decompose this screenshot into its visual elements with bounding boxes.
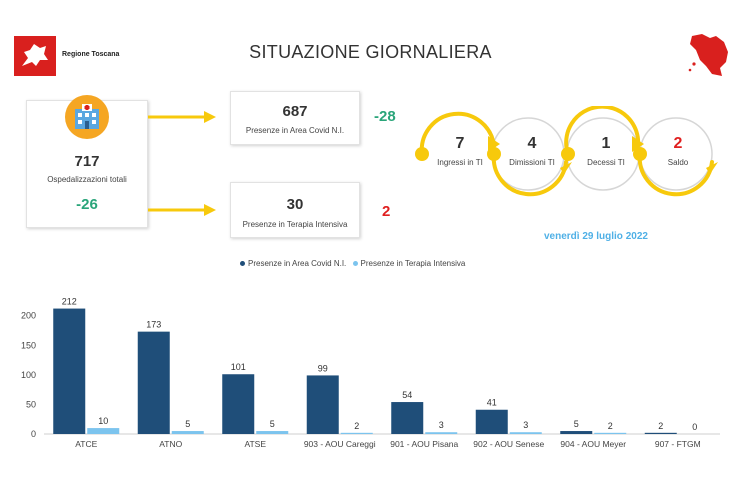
arrow-head-icon xyxy=(488,136,500,152)
bar-covid-area xyxy=(53,308,86,434)
saldo-arc xyxy=(637,152,714,197)
chart-legend: Presenze in Area Covid N.I. Presenze in … xyxy=(240,259,465,268)
intensive-care-card: 30 Presenze in Terapia Intensiva xyxy=(230,182,360,238)
ingressi-value: 7 xyxy=(455,135,465,152)
total-delta: -26 xyxy=(76,196,98,213)
bar-data-label: 10 xyxy=(98,416,108,426)
regione-toscana-logo xyxy=(14,36,56,76)
intensive-label: Presenze in Terapia Intensiva xyxy=(242,220,348,229)
tuscany-map-icon xyxy=(688,34,728,76)
arrow-head-icon xyxy=(632,136,644,152)
legend-label-intensive: Presenze in Terapia Intensiva xyxy=(360,259,466,268)
flow-node xyxy=(633,147,647,161)
decessi-ring xyxy=(566,117,640,191)
x-tick-label: ATCE xyxy=(75,439,97,449)
ingressi-arc xyxy=(419,111,496,156)
bar-intensive xyxy=(256,431,289,434)
arrow-head-icon xyxy=(706,162,718,174)
bar-data-label: 2 xyxy=(608,421,613,431)
bar-data-label: 54 xyxy=(402,390,412,400)
covid-area-card: 687 Presenze in Area Covid N.I. xyxy=(230,91,360,145)
legend-dot-intensive xyxy=(352,260,358,266)
x-tick-label: ATNO xyxy=(159,439,182,449)
dimissioni-value: 4 xyxy=(527,135,537,152)
x-tick-label: 902 - AOU Senese xyxy=(473,439,544,449)
intensive-delta: 2 xyxy=(382,203,391,220)
total-hospitalizations-card: 717 Ospedalizzazioni totali -26 xyxy=(26,95,148,228)
covid-area-delta: -28 xyxy=(374,108,396,125)
legend-label-covid: Presenze in Area Covid N.I. xyxy=(248,259,347,268)
saldo-label: Saldo xyxy=(667,158,689,167)
x-tick-label: 901 - AOU Pisana xyxy=(390,439,458,449)
saldo-value: 2 xyxy=(673,135,683,152)
saldo-ring xyxy=(639,117,713,191)
bar-covid-area xyxy=(560,431,593,434)
arrow-head-icon xyxy=(204,204,216,216)
bar-chart: 05010015020021210ATCE1735ATNO1015ATSE992… xyxy=(21,297,720,449)
bar-covid-area xyxy=(306,375,339,434)
bar-data-label: 212 xyxy=(62,297,77,307)
covid-area-value: 687 xyxy=(282,103,308,120)
y-tick-label: 100 xyxy=(21,370,36,380)
bar-data-label: 173 xyxy=(146,320,161,330)
bar-intensive xyxy=(87,428,120,434)
bar-intensive xyxy=(425,432,458,434)
hospital-icon xyxy=(65,95,109,139)
total-value: 717 xyxy=(74,153,100,170)
report-date: venerdì 29 luglio 2022 xyxy=(544,231,648,242)
arrows xyxy=(148,111,216,216)
x-tick-label: 903 - AOU Careggi xyxy=(304,439,376,449)
total-label: Ospedalizzazioni totali xyxy=(47,175,127,184)
covid-area-label: Presenze in Area Covid N.I. xyxy=(245,126,345,135)
bar-data-label: 2 xyxy=(658,421,663,431)
dimissioni-arc xyxy=(491,152,568,197)
bar-data-label: 0 xyxy=(692,422,697,432)
bar-covid-area xyxy=(222,374,255,434)
flow-node xyxy=(561,147,575,161)
bar-data-label: 5 xyxy=(270,419,275,429)
bar-covid-area xyxy=(391,402,424,434)
legend-dot-covid xyxy=(240,260,245,266)
bar-data-label: 5 xyxy=(574,419,579,429)
decessi-arc xyxy=(564,106,641,156)
bar-data-label: 41 xyxy=(487,398,497,408)
arrow-head-icon xyxy=(560,162,572,174)
bar-covid-area xyxy=(137,331,170,434)
bar-intensive xyxy=(171,431,204,434)
pegasus-icon xyxy=(22,44,48,66)
intensive-value: 30 xyxy=(286,196,304,213)
flow-node xyxy=(415,147,429,161)
bar-data-label: 3 xyxy=(523,420,528,430)
logo-text: Regione Toscana xyxy=(62,51,120,58)
bar-data-label: 99 xyxy=(318,363,328,373)
bar-intensive xyxy=(509,432,542,434)
y-tick-label: 0 xyxy=(31,429,36,439)
dimissioni-label: Dimissioni TI xyxy=(509,158,555,167)
bar-data-label: 101 xyxy=(231,362,246,372)
bar-covid-area xyxy=(475,409,508,434)
decessi-label: Decessi TI xyxy=(587,158,625,167)
bar-intensive xyxy=(340,432,373,434)
x-tick-label: ATSE xyxy=(244,439,266,449)
y-tick-label: 200 xyxy=(21,311,36,321)
arrow-head-icon xyxy=(204,111,216,123)
y-tick-label: 150 xyxy=(21,340,36,350)
bar-intensive xyxy=(594,432,627,434)
bar-data-label: 5 xyxy=(185,419,190,429)
flow-node xyxy=(487,147,501,161)
bar-data-label: 2 xyxy=(354,421,359,431)
bar-data-label: 3 xyxy=(439,420,444,430)
ingressi-label: Ingressi in TI xyxy=(437,158,483,167)
y-tick-label: 50 xyxy=(26,399,36,409)
decessi-value: 1 xyxy=(601,135,611,152)
page-title: SITUAZIONE GIORNALIERA xyxy=(249,42,492,62)
x-tick-label: 907 - FTGM xyxy=(655,439,701,449)
x-tick-label: 904 - AOU Meyer xyxy=(560,439,626,449)
bar-covid-area xyxy=(644,432,677,434)
icu-flow-diagram xyxy=(415,106,718,197)
